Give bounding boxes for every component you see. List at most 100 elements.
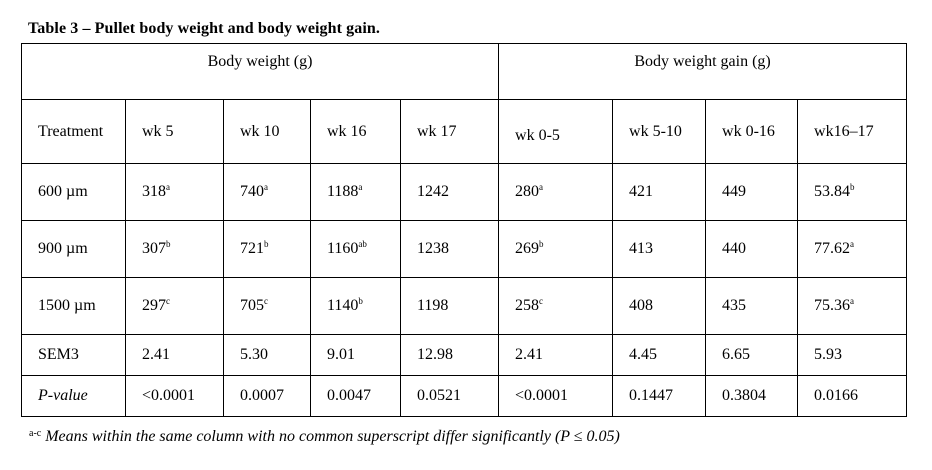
column-header-row: Treatment wk 5 wk 10 wk 16 wk 17 wk 0-5 … bbox=[21, 99, 908, 164]
column-header: wk 0-16 bbox=[705, 99, 799, 164]
cell-value: 297 bbox=[142, 297, 166, 314]
table-cell: 0.1447 bbox=[612, 375, 707, 417]
cell-value: 449 bbox=[722, 183, 747, 200]
significance-superscript: b bbox=[358, 296, 363, 306]
group-header-row: Body weight (g) Body weight gain (g) bbox=[20, 43, 908, 100]
table-caption: Table 3 – Pullet body weight and body we… bbox=[28, 20, 381, 37]
cell-value: 721 bbox=[240, 240, 264, 257]
table-footnote: a-c Means within the same column with no… bbox=[29, 428, 620, 446]
significance-superscript: b bbox=[850, 182, 855, 192]
table-cell: 9.01 bbox=[310, 334, 401, 376]
table-cell: 421 bbox=[612, 163, 707, 221]
cell-value: 258 bbox=[515, 297, 540, 314]
significance-superscript: c bbox=[166, 296, 170, 306]
table-cell: 1140b bbox=[310, 277, 401, 335]
table-cell: 0.0047 bbox=[310, 375, 401, 417]
cell-value: 1160 bbox=[327, 240, 359, 257]
table-cell: 5.93 bbox=[797, 334, 908, 376]
significance-superscript: a bbox=[539, 182, 544, 192]
table-cell: 0.3804 bbox=[705, 375, 799, 417]
row-label: P-value bbox=[21, 375, 126, 417]
group-header-body-weight-gain: Body weight gain (g) bbox=[498, 43, 908, 100]
column-header: wk 16 bbox=[310, 99, 401, 164]
significance-superscript: a bbox=[166, 182, 170, 192]
sem-row: SEM3 2.41 5.30 9.01 12.98 2.41 4.45 6.65 5.93 bbox=[21, 334, 908, 376]
table-cell: 307b bbox=[125, 220, 224, 278]
footnote-superscript: a-c bbox=[29, 428, 42, 439]
group-header-body-weight: Body weight (g) bbox=[20, 43, 500, 100]
table-cell: 1238 bbox=[399, 220, 500, 278]
column-header: wk 5-10 bbox=[612, 99, 707, 164]
table-cell: 5.30 bbox=[223, 334, 311, 376]
table-cell: 297c bbox=[125, 277, 224, 335]
table-cell: 0.0007 bbox=[223, 375, 311, 417]
table-cell: 435 bbox=[705, 277, 799, 335]
table-cell: 740a bbox=[223, 163, 311, 221]
cell-value: 53.84 bbox=[814, 183, 851, 200]
column-header: wk 10 bbox=[223, 99, 311, 164]
table-row: 900 µm 307b 721b 1160ab 1238 269b 413 440 77.62a bbox=[21, 220, 908, 278]
significance-superscript: a bbox=[264, 182, 268, 192]
significance-superscript: b bbox=[539, 239, 544, 249]
table-cell: 1242 bbox=[399, 163, 500, 221]
cell-value: 413 bbox=[629, 240, 654, 257]
table-cell: 1198 bbox=[399, 277, 500, 335]
table-cell: 53.84b bbox=[797, 163, 908, 221]
cell-value: 318 bbox=[142, 183, 166, 200]
p-value-row: P-value <0.0001 0.0007 0.0047 0.0521 <0.0001 0… bbox=[21, 375, 908, 417]
significance-superscript: ab bbox=[358, 239, 367, 249]
table-cell: 1188a bbox=[310, 163, 401, 221]
column-header: wk16–17 bbox=[797, 99, 908, 164]
table-cell: 258c bbox=[498, 277, 614, 335]
table-cell: 2.41 bbox=[125, 334, 224, 376]
cell-value: 408 bbox=[629, 297, 654, 314]
column-header: wk 5 bbox=[125, 99, 224, 164]
significance-superscript: a bbox=[850, 239, 855, 249]
cell-value: 77.62 bbox=[814, 240, 851, 257]
table-cell: 413 bbox=[612, 220, 707, 278]
cell-value: 1188 bbox=[327, 183, 359, 200]
treatment-cell: 600 µm bbox=[21, 163, 126, 221]
table-cell: 280a bbox=[498, 163, 614, 221]
results-table: Body weight (g) Body weight gain (g) Tre… bbox=[20, 43, 908, 417]
table-cell: 75.36a bbox=[797, 277, 908, 335]
cell-value: 269 bbox=[515, 240, 540, 257]
table-cell: <0.0001 bbox=[498, 375, 614, 417]
table-cell: 77.62a bbox=[797, 220, 908, 278]
table-cell: <0.0001 bbox=[125, 375, 224, 417]
row-label: SEM3 bbox=[21, 334, 126, 376]
cell-value: 1198 bbox=[417, 297, 449, 314]
cell-value: 1238 bbox=[417, 240, 449, 257]
treatment-cell: 1500 µm bbox=[21, 277, 126, 335]
table-cell: 12.98 bbox=[399, 334, 500, 376]
table-cell: 0.0166 bbox=[797, 375, 908, 417]
cell-value: 1140 bbox=[327, 297, 359, 314]
table-cell: 705c bbox=[223, 277, 311, 335]
table-row: 600 µm 318a 740a 1188a 1242 280a 421 449 53.84b bbox=[21, 163, 908, 221]
table-cell: 0.0521 bbox=[399, 375, 500, 417]
column-header: wk 17 bbox=[399, 99, 500, 164]
cell-value: 740 bbox=[240, 183, 264, 200]
table-cell: 1160ab bbox=[310, 220, 401, 278]
significance-superscript: c bbox=[539, 296, 544, 306]
column-header: wk 0-5 bbox=[498, 99, 614, 164]
significance-superscript: c bbox=[264, 296, 268, 306]
table-cell: 269b bbox=[498, 220, 614, 278]
significance-superscript: b bbox=[264, 239, 269, 249]
table-row: 1500 µm 297c 705c 1140b 1198 258c 408 435 75.36a bbox=[21, 277, 908, 335]
table-cell: 2.41 bbox=[498, 334, 614, 376]
cell-value: 421 bbox=[629, 183, 654, 200]
table-cell: 408 bbox=[612, 277, 707, 335]
significance-superscript: a bbox=[358, 182, 363, 192]
table-cell: 449 bbox=[705, 163, 799, 221]
table-cell: 721b bbox=[223, 220, 311, 278]
table-cell: 4.45 bbox=[612, 334, 707, 376]
cell-value: 440 bbox=[722, 240, 747, 257]
cell-value: 75.36 bbox=[814, 297, 851, 314]
column-header: Treatment bbox=[21, 99, 126, 164]
treatment-cell: 900 µm bbox=[21, 220, 126, 278]
cell-value: 705 bbox=[240, 297, 264, 314]
table-cell: 6.65 bbox=[705, 334, 799, 376]
significance-superscript: a bbox=[850, 296, 855, 306]
cell-value: 435 bbox=[722, 297, 747, 314]
